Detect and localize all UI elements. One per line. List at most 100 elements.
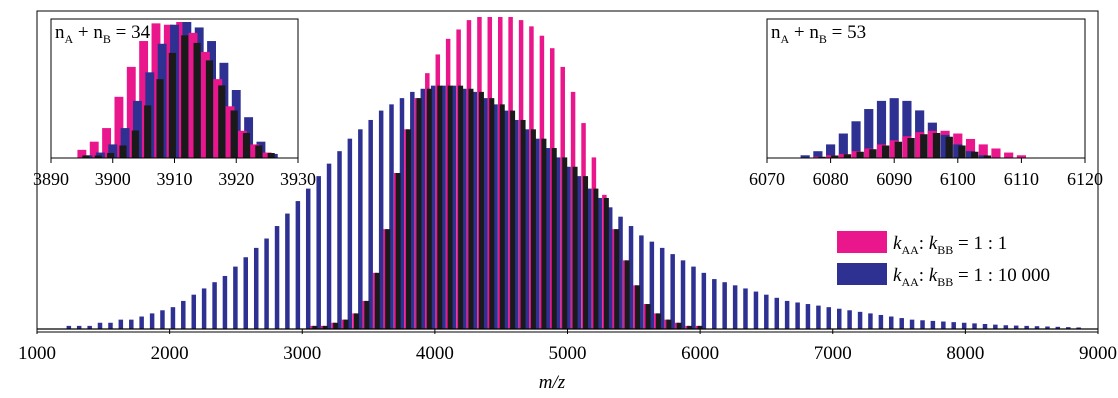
inset-bar-ratio-1-1 [1004,152,1014,158]
bar-ratio-1-10000 [1034,326,1040,329]
bar-overlap [583,176,589,329]
inset-bar-ratio-1-1 [151,23,161,158]
bar-overlap [593,188,599,329]
bar-ratio-1-10000 [87,325,92,329]
inset-bar-overlap [107,152,115,158]
inset-bar-overlap [843,154,852,158]
bar-ratio-1-10000 [691,266,696,329]
bar-ratio-1-10000 [389,104,394,329]
inset-right-frame [766,18,1086,159]
inset-bar-overlap [193,42,201,158]
bar-overlap [468,88,474,329]
inset-bar-overlap [131,130,139,158]
inset-bar-ratio-1-1 [876,144,887,158]
x-tick-label: 1000 [18,343,56,364]
inset-bar-ratio-1-10000 [95,152,105,158]
inset-left: 3890 3900 3910 3920 3930 nA + nB = 34 [33,18,316,189]
inset-bar-ratio-1-10000 [826,144,836,158]
inset-bar-ratio-1-10000 [864,109,874,158]
inset-bar-overlap [156,79,164,158]
bar-overlap [333,322,339,329]
bar-overlap [447,85,453,329]
inset-bar-ratio-1-10000 [965,151,976,158]
bar-ratio-1-10000 [649,241,655,329]
inset-bar-ratio-1-1 [978,144,988,158]
bar-ratio-1-10000 [1066,327,1071,329]
bar-ratio-1-10000 [888,316,894,329]
bar-overlap [499,104,505,329]
bar-ratio-1-10000 [181,300,186,329]
inset-bar-overlap [168,52,176,158]
inset-bar-ratio-1-1 [813,156,823,158]
bar-overlap [458,85,464,329]
inset-bar-ratio-1-10000 [108,144,118,158]
inset-bar-ratio-1-1 [163,24,173,158]
bar-overlap [354,313,360,329]
bar-ratio-1-10000 [149,313,155,329]
bar-ratio-1-10000 [899,318,904,329]
inset-bar-ratio-1-10000 [889,98,899,158]
inset-bar-overlap [230,110,238,158]
inset-left-title: nA + nB = 34 [55,22,151,46]
bar-overlap [541,138,547,329]
inset-bar-ratio-1-1 [826,155,836,158]
inset-bar-overlap [881,145,890,158]
bar-ratio-1-10000 [191,294,197,329]
inset-bar-ratio-1-1 [262,152,272,158]
bar-ratio-1-10000 [597,197,602,329]
bar-ratio-1-10000 [555,157,561,329]
bar-ratio-1-10000 [326,163,332,329]
bar-ratio-1-10000 [420,88,426,329]
bar-ratio-1-10000 [743,288,748,329]
bar-ratio-1-10000 [170,307,176,329]
bar-overlap [322,325,328,329]
inset-bar-overlap [894,141,903,158]
legend: kAA: kBB = 1 : 1 kAA: kBB = 1 : 10 000 [837,231,1050,289]
bar-ratio-1-10000 [764,294,769,329]
bar-ratio-1-10000 [1003,325,1009,329]
bar-ratio-1-10000 [857,311,863,329]
bar-overlap [426,88,432,329]
bar-ratio-1-10000 [347,138,353,329]
bar-ratio-1-10000 [680,260,686,329]
inset-bar-ratio-1-1 [237,130,247,158]
bar-ratio-1-10000 [659,247,665,329]
inset-bar-ratio-1-1 [851,151,861,158]
bar-ratio-1-10000 [920,320,925,329]
bar-ratio-1-10000 [587,188,592,329]
bar-ratio-1-10000 [253,247,259,329]
bar-ratio-1-10000 [337,151,342,329]
x-tick-label: 6100 [940,169,976,189]
inset-bar-ratio-1-1 [77,149,87,158]
bar-ratio-1-10000 [274,226,280,329]
inset-bar-overlap [958,145,966,158]
bar-ratio-1-10000 [722,282,727,329]
bar-ratio-1-10000 [451,85,457,329]
inset-bar-ratio-1-10000 [953,144,963,158]
bar-ratio-1-10000 [378,110,384,329]
inset-bar-ratio-1-10000 [851,121,861,158]
inset-bar-ratio-1-10000 [120,128,130,158]
x-tick-label: 3930 [280,169,316,189]
bar-ratio-1-10000 [410,91,415,329]
bar-ratio-1-10000 [233,266,238,329]
bar-ratio-1-10000 [160,310,165,329]
bar-ratio-1-10000 [909,319,915,329]
bar-ratio-1-10000 [618,216,623,329]
bar-overlap [603,197,609,329]
bar-ratio-1-10000 [805,304,811,329]
bar-ratio-1-10000 [576,176,582,329]
inset-bar-ratio-1-1 [250,144,260,158]
inset-bar-overlap [267,152,275,158]
bar-ratio-1-10000 [951,322,956,329]
bar-ratio-1-10000 [243,257,249,329]
x-tick-label: 6110 [1004,169,1039,189]
inset-bar-overlap [907,137,915,158]
inset-bar-ratio-1-10000 [800,155,810,158]
bar-ratio-1-10000 [784,300,790,329]
bar-overlap [312,325,318,329]
bar-ratio-1-10000 [462,88,467,329]
bar-overlap [655,313,661,329]
x-tick-label: 6090 [876,169,912,189]
inset-bar-ratio-1-10000 [940,134,950,158]
